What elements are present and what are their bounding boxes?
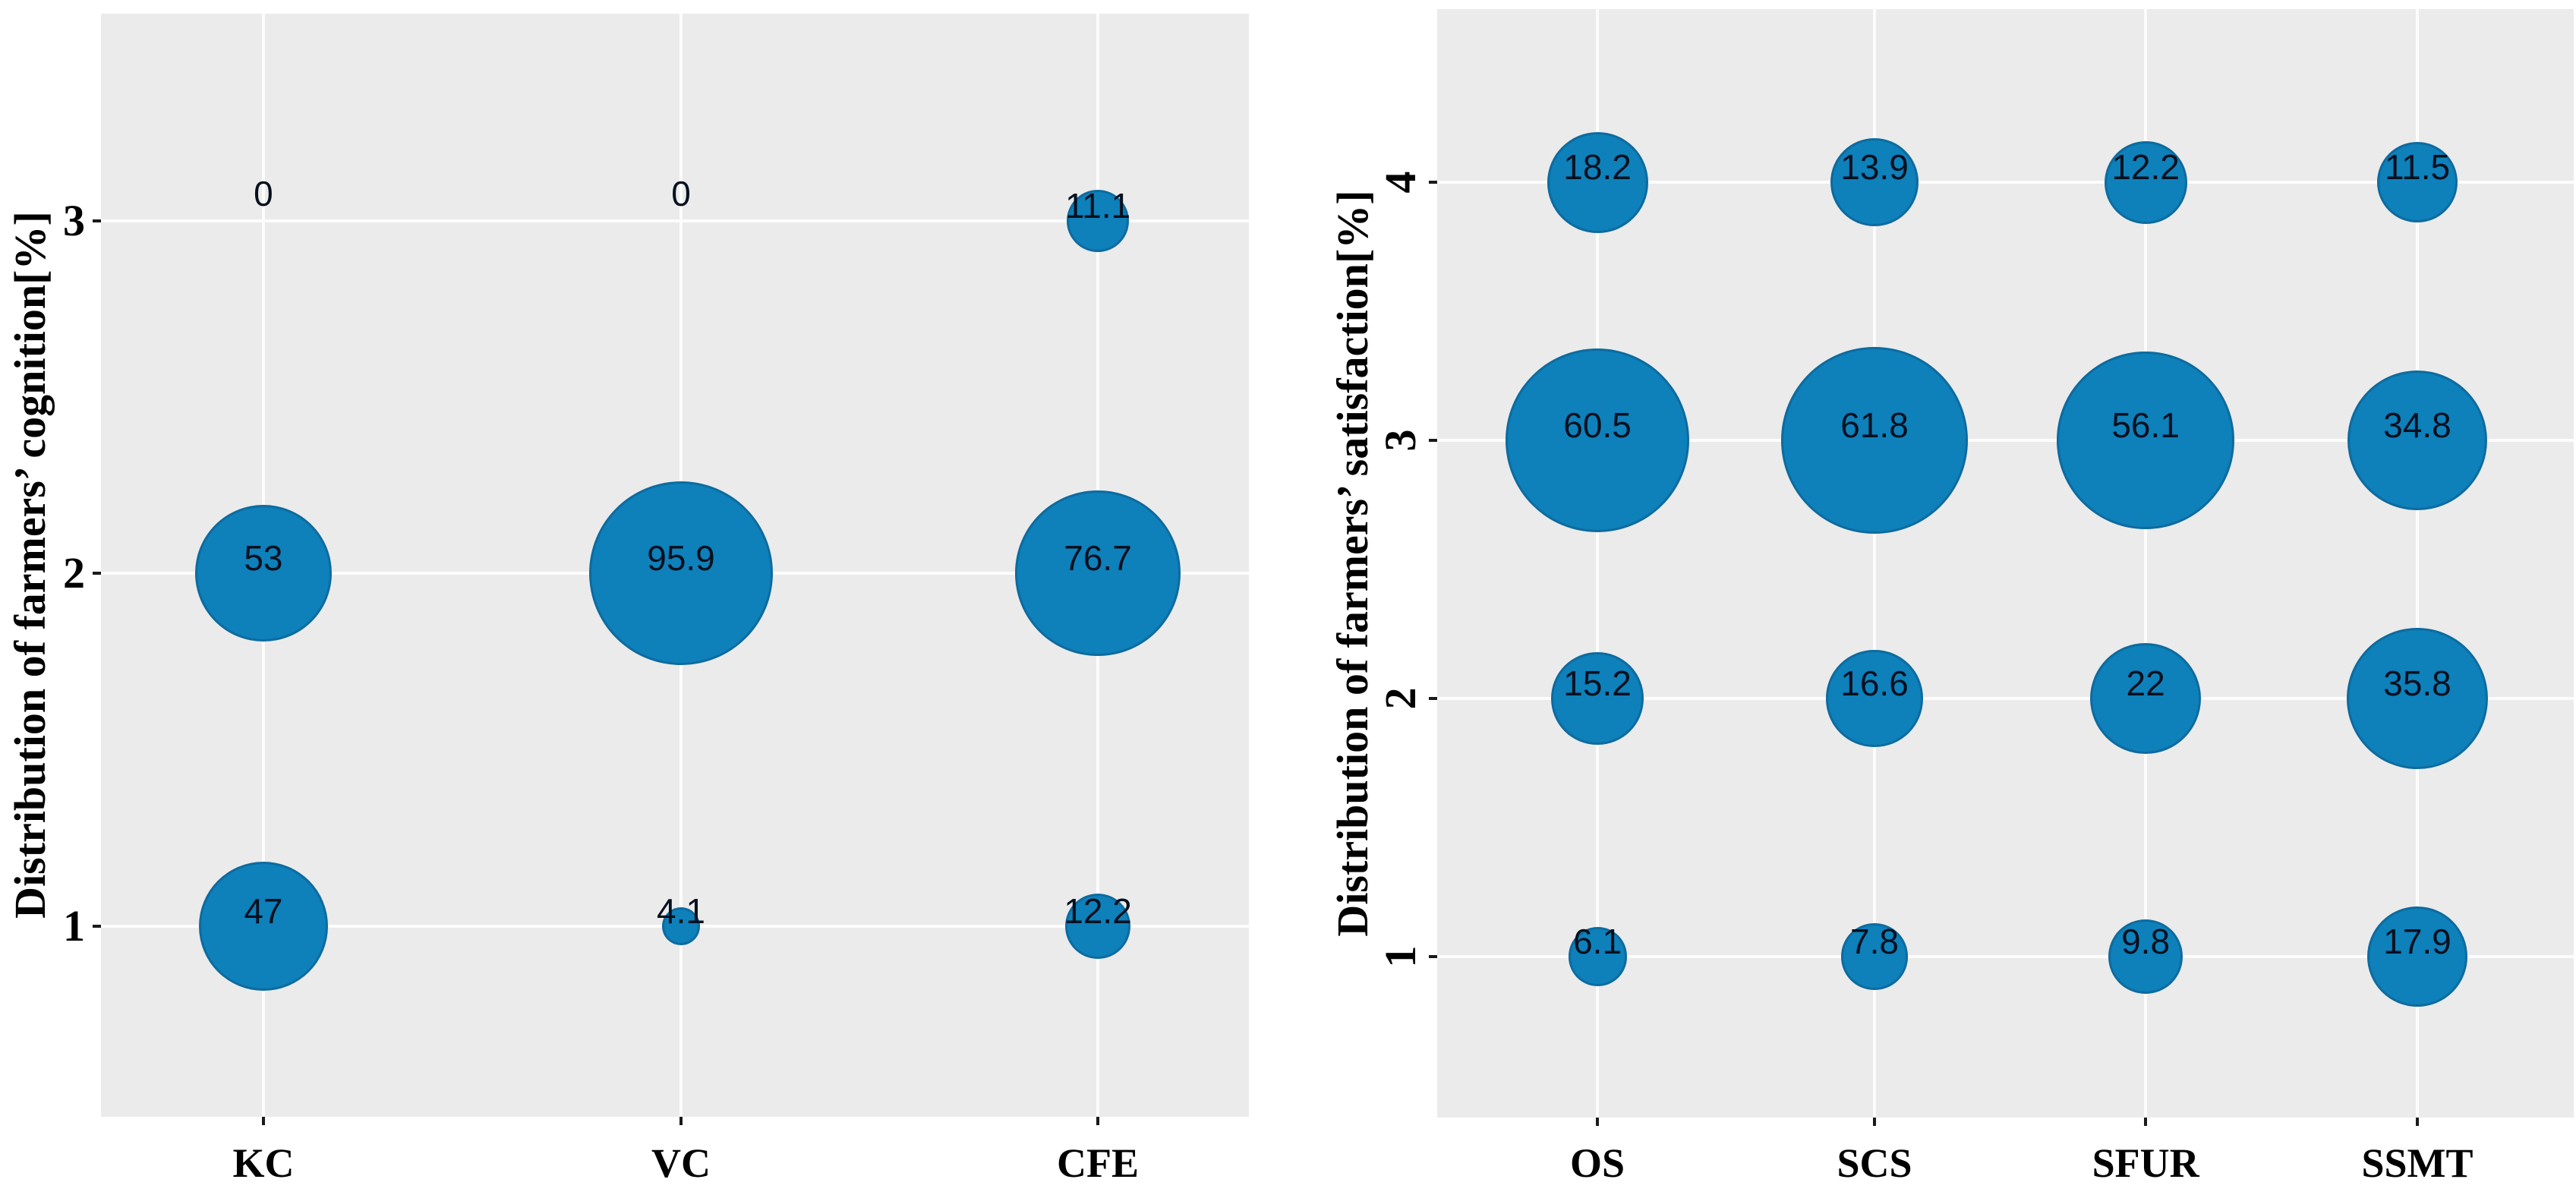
bubble-value-label: 53	[244, 538, 283, 578]
bubble	[1064, 893, 1131, 960]
bubble	[2057, 352, 2234, 529]
bubble-value-label: 4.1	[657, 891, 705, 931]
y-tick-label: 1	[1376, 945, 1425, 968]
bubble-value-label: 7.8	[1850, 922, 1900, 961]
x-category-label: OS	[1570, 1140, 1625, 1186]
h-gridline	[1437, 438, 2574, 442]
bubble-value-label: 61.8	[1840, 405, 1909, 445]
bubble	[2367, 906, 2467, 1007]
bubble	[2089, 642, 2202, 755]
bubble-value-label: 22	[2126, 663, 2165, 703]
bubble	[194, 504, 333, 642]
x-category-label: KC	[232, 1140, 295, 1186]
bubble	[2347, 370, 2488, 510]
y-tick-label: 3	[1376, 429, 1425, 452]
bubble	[1841, 923, 1908, 990]
bubble-value-label: 18.2	[1563, 147, 1632, 188]
bubble-value-label: 9.8	[2121, 922, 2171, 961]
x-axis-tick	[1873, 1118, 1877, 1126]
satisfaction-plot-panel: 18.2 13.9 12.2 11.5 60.5 61.8 56.1 34.8 15.2 16.6…	[1437, 9, 2574, 1118]
bubble	[1551, 652, 1644, 745]
y-tick-label: 3	[63, 196, 85, 246]
x-category-label: SFUR	[2092, 1140, 2199, 1186]
h-gridline	[1437, 955, 2574, 958]
bubble	[1547, 131, 1648, 233]
bubble-value-label: 34.8	[2383, 405, 2451, 445]
y-axis-tick	[93, 924, 101, 928]
bubble-value-label: 12.2	[2111, 147, 2180, 188]
h-gridline	[101, 219, 1249, 223]
bubble	[661, 906, 701, 946]
v-gridline	[2144, 9, 2148, 1118]
bubble	[2108, 919, 2183, 994]
v-gridline	[1596, 9, 1600, 1118]
bubble-value-label: 11.1	[1064, 186, 1131, 226]
v-gridline	[2416, 9, 2419, 1118]
x-axis-tick	[261, 1117, 265, 1125]
bubble-value-label: 95.9	[647, 538, 715, 578]
cognition-plot-panel: 0 0 11.1 53 95.9 76.7 47 4.1 12.2	[101, 14, 1249, 1117]
bubble	[1826, 650, 1923, 747]
bubble-value-label: 16.6	[1840, 663, 1909, 703]
bubble-value-label: 11.5	[2384, 147, 2451, 188]
y-tick-label: 2	[63, 547, 85, 598]
bubble-value-label: 35.8	[2383, 663, 2451, 703]
v-gridline	[1873, 9, 1877, 1118]
bubble	[2104, 140, 2187, 224]
x-category-label: VC	[651, 1140, 711, 1186]
bubble-value-label: 76.7	[1064, 538, 1132, 578]
bubble-value-label: 56.1	[2111, 405, 2180, 445]
bubble	[588, 481, 774, 666]
h-gridline	[1437, 181, 2574, 184]
x-axis-tick	[2416, 1118, 2419, 1126]
y-axis-tick	[1429, 181, 1437, 184]
bubble	[1015, 490, 1181, 656]
x-category-label: SCS	[1837, 1140, 1912, 1186]
bubble-value-label: 13.9	[1840, 147, 1909, 188]
y-tick-label: 4	[1376, 171, 1425, 194]
bubble-value-label: 17.9	[2383, 922, 2451, 961]
bubble	[1568, 927, 1627, 986]
bubble-value-label: 12.2	[1064, 891, 1132, 931]
x-axis-tick	[1596, 1118, 1600, 1126]
bubble	[2346, 627, 2489, 770]
bubble	[1781, 347, 1968, 534]
x-category-label: SSMT	[2361, 1140, 2474, 1186]
bubble-value-label: 0	[671, 174, 691, 214]
satisfaction-y-axis-title: Distribution of farmers’ satisfaction[%]	[1328, 190, 1377, 937]
y-axis-tick	[93, 219, 101, 223]
y-axis-tick	[93, 571, 101, 575]
bubble-value-label: 47	[244, 891, 283, 931]
bubble-value-label: 6.1	[1573, 922, 1622, 961]
x-category-label: CFE	[1057, 1140, 1140, 1186]
bubble	[1066, 189, 1130, 253]
bubble-value-label: 0	[254, 174, 273, 214]
bubble	[198, 861, 328, 991]
y-axis-tick	[1429, 438, 1437, 442]
bubble	[1830, 137, 1919, 227]
h-gridline	[1437, 696, 2574, 700]
x-axis-tick	[679, 1117, 683, 1125]
bubble	[1505, 348, 1690, 533]
y-axis-tick	[1429, 696, 1437, 700]
y-tick-label: 1	[63, 900, 85, 951]
y-axis-tick	[1429, 955, 1437, 958]
x-axis-tick	[2144, 1118, 2148, 1126]
bubble	[2377, 142, 2458, 222]
bubble-value-label: 15.2	[1563, 663, 1632, 703]
y-tick-label: 2	[1376, 687, 1425, 710]
bubble-value-label: 60.5	[1563, 405, 1632, 445]
x-axis-tick	[1096, 1117, 1100, 1125]
